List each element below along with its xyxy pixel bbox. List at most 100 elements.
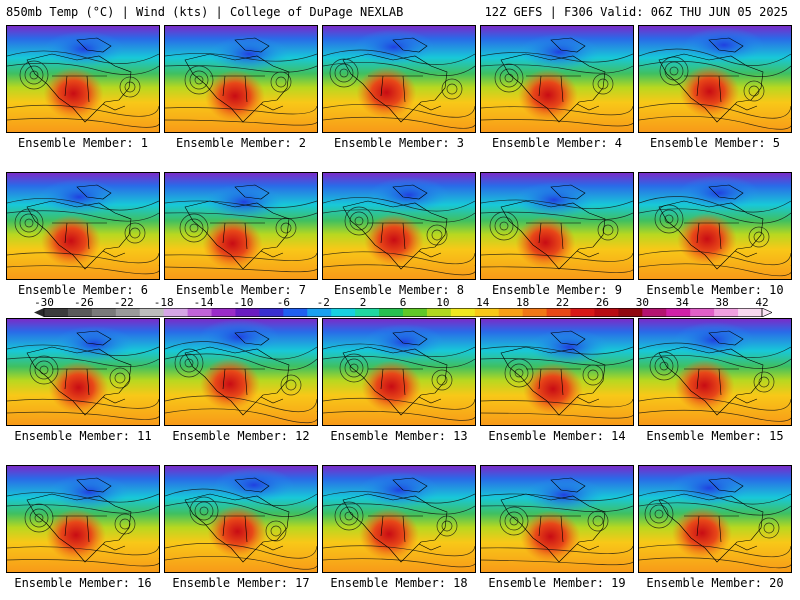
colorbar-swatch xyxy=(474,308,500,317)
colorbar-max-arrow xyxy=(761,308,772,317)
temperature-map xyxy=(6,172,160,280)
ensemble-grid: Ensemble Member: 1 Ensemble Member: 2 Ense… xyxy=(6,25,795,595)
colorbar-swatch xyxy=(67,308,93,317)
ensemble-member-label: Ensemble Member: 18 xyxy=(330,576,468,590)
ensemble-member-panel: Ensemble Member: 1 xyxy=(6,25,160,150)
colorbar-tick-label: -18 xyxy=(153,296,174,309)
colorbar-tick-label: 30 xyxy=(635,296,649,309)
colorbar-tick-label: 38 xyxy=(715,296,729,309)
ensemble-member-panel: Ensemble Member: 12 xyxy=(164,318,318,443)
colorbar-swatch xyxy=(714,308,739,317)
ensemble-member-label: Ensemble Member: 13 xyxy=(330,429,468,443)
colorbar-swatch xyxy=(450,308,476,317)
colorbar-labels: -30 -26 -22 -18 -14 -10 -6 -2 2 6 10 14 18 22 26 30 34 38… xyxy=(34,296,772,309)
colorbar-tick-label: -2 xyxy=(316,296,330,309)
colorbar-tick-label: 10 xyxy=(436,296,450,309)
ensemble-member-label: Ensemble Member: 1 xyxy=(17,136,149,150)
colorbar-swatch xyxy=(690,308,715,317)
colorbar-tick-label: -22 xyxy=(113,296,134,309)
ensemble-member-label: Ensemble Member: 2 xyxy=(175,136,307,150)
ensemble-member-label: Ensemble Member: 12 xyxy=(172,429,310,443)
colorbar-tick-label: -6 xyxy=(276,296,290,309)
colorbar-swatch xyxy=(115,308,141,317)
colorbar-min-arrow xyxy=(34,308,44,317)
ensemble-member-label: Ensemble Member: 5 xyxy=(649,136,781,150)
colorbar-swatch xyxy=(283,308,308,317)
ensemble-member-label: Ensemble Member: 8 xyxy=(333,283,465,297)
colorbar-tick-label: 34 xyxy=(675,296,689,309)
temperature-map xyxy=(6,465,160,573)
colorbar-tick-label: -10 xyxy=(233,296,254,309)
colorbar-swatch xyxy=(426,308,452,317)
colorbar-swatch xyxy=(403,308,428,317)
temperature-map xyxy=(638,465,792,573)
colorbar-swatch xyxy=(235,308,260,317)
colorbar-swatch xyxy=(44,308,69,317)
colorbar-swatch xyxy=(618,308,643,317)
colorbar-swatch xyxy=(139,308,165,317)
colorbar-tick-label: -26 xyxy=(73,296,94,309)
ensemble-member-panel: Ensemble Member: 8 xyxy=(322,172,476,297)
ensemble-member-panel: Ensemble Member: 4 xyxy=(480,25,634,150)
ensemble-member-panel: Ensemble Member: 17 xyxy=(164,465,318,590)
temperature-map xyxy=(480,25,634,133)
ensemble-member-panel: Ensemble Member: 10 xyxy=(638,172,792,297)
ensemble-member-label: Ensemble Member: 16 xyxy=(14,576,152,590)
temperature-map xyxy=(164,172,318,280)
colorbar-swatch xyxy=(594,308,619,317)
ensemble-member-label: Ensemble Member: 15 xyxy=(646,429,784,443)
colorbar-swatch xyxy=(355,308,380,317)
temperature-map xyxy=(164,25,318,133)
colorbar-swatch xyxy=(546,308,572,317)
ensemble-member-label: Ensemble Member: 17 xyxy=(172,576,310,590)
header-run-info: 12Z GEFS | F306 Valid: 06Z THU JUN 05 20… xyxy=(484,5,788,19)
ensemble-member-panel: Ensemble Member: 6 xyxy=(6,172,160,297)
colorbar-swatch xyxy=(379,308,404,317)
ensemble-member-label: Ensemble Member: 11 xyxy=(14,429,152,443)
colorbar-swatch xyxy=(91,308,117,317)
colorbar-swatch xyxy=(522,308,548,317)
colorbar-swatch xyxy=(187,308,213,317)
temperature-map xyxy=(480,318,634,426)
temperature-map xyxy=(164,318,318,426)
colorbar-tick-label: 42 xyxy=(755,296,769,309)
temperature-map xyxy=(6,25,160,133)
colorbar-tick-label: 14 xyxy=(476,296,490,309)
temperature-map xyxy=(164,465,318,573)
ensemble-member-panel: Ensemble Member: 2 xyxy=(164,25,318,150)
ensemble-member-panel: Ensemble Member: 14 xyxy=(480,318,634,443)
ensemble-member-label: Ensemble Member: 6 xyxy=(17,283,149,297)
ensemble-member-panel: Ensemble Member: 11 xyxy=(6,318,160,443)
colorbar-tick-label: 26 xyxy=(595,296,610,309)
ensemble-member-label: Ensemble Member: 7 xyxy=(175,283,307,297)
colorbar-tick-label: 2 xyxy=(359,296,367,309)
ensemble-member-panel: Ensemble Member: 19 xyxy=(480,465,634,590)
ensemble-member-panel: Ensemble Member: 15 xyxy=(638,318,792,443)
ensemble-member-label: Ensemble Member: 9 xyxy=(491,283,623,297)
colorbar-tick-label: -30 xyxy=(34,296,54,309)
temperature-map xyxy=(322,172,476,280)
header-title: 850mb Temp (°C) | Wind (kts) | College o… xyxy=(6,5,404,19)
colorbar-swatch xyxy=(666,308,691,317)
ensemble-member-panel: Ensemble Member: 7 xyxy=(164,172,318,297)
ensemble-member-panel: Ensemble Member: 5 xyxy=(638,25,792,150)
colorbar-swatch xyxy=(331,308,356,317)
colorbar-swatch xyxy=(259,308,284,317)
ensemble-member-label: Ensemble Member: 14 xyxy=(488,429,626,443)
colorbar-tick-label: 22 xyxy=(555,296,570,309)
temperature-colorbar xyxy=(34,308,772,317)
ensemble-member-label: Ensemble Member: 19 xyxy=(488,576,626,590)
ensemble-member-label: Ensemble Member: 10 xyxy=(646,283,784,297)
ensemble-member-panel: Ensemble Member: 18 xyxy=(322,465,476,590)
ensemble-member-panel: Ensemble Member: 9 xyxy=(480,172,634,297)
temperature-map xyxy=(638,172,792,280)
temperature-map xyxy=(638,318,792,426)
colorbar-swatch xyxy=(738,308,763,317)
temperature-map xyxy=(322,25,476,133)
colorbar-swatch xyxy=(570,308,595,317)
ensemble-member-label: Ensemble Member: 4 xyxy=(491,136,623,150)
temperature-map xyxy=(322,318,476,426)
ensemble-member-label: Ensemble Member: 20 xyxy=(646,576,784,590)
temperature-map xyxy=(638,25,792,133)
temperature-map xyxy=(480,172,634,280)
